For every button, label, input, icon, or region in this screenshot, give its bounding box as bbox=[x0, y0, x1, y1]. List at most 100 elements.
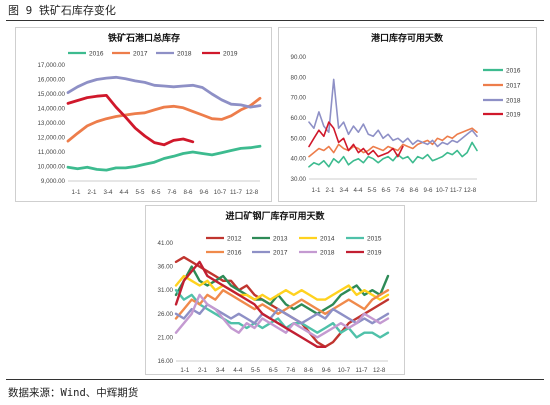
legend-label-2019: 2019 bbox=[367, 250, 382, 257]
x-tick-label: 1-1 bbox=[312, 187, 322, 194]
x-tick-label: 10-7 bbox=[338, 367, 351, 374]
x-tick-label: 8-6 bbox=[410, 187, 420, 194]
legend-label-2019: 2019 bbox=[506, 112, 521, 119]
y-tick-label: 21.00 bbox=[158, 334, 174, 341]
x-tick-label: 4-4 bbox=[233, 367, 243, 374]
legend-label-2018: 2018 bbox=[177, 51, 192, 58]
series-line-2014 bbox=[174, 274, 390, 301]
x-tick-label: 5-5 bbox=[251, 367, 261, 374]
x-tick-label: 9-6 bbox=[200, 189, 210, 196]
series-line-2017 bbox=[174, 303, 390, 325]
x-tick-label: 2-1 bbox=[326, 187, 336, 194]
top-rule bbox=[6, 20, 544, 21]
x-tick-label: 3-4 bbox=[216, 367, 226, 374]
y-tick-label: 60.00 bbox=[291, 115, 307, 122]
chart-title: 港口库存可用天数 bbox=[371, 32, 444, 43]
x-tick-label: 12-8 bbox=[373, 367, 386, 374]
series-line-2016 bbox=[66, 144, 262, 172]
y-tick-label: 11,000.00 bbox=[38, 149, 66, 156]
series-line-2019 bbox=[66, 94, 195, 147]
x-tick-label: 6-5 bbox=[269, 367, 279, 374]
legend-label-2015: 2015 bbox=[367, 236, 382, 243]
y-tick-label: 17,000.00 bbox=[37, 62, 65, 69]
legend-label-2017: 2017 bbox=[273, 250, 288, 257]
y-tick-label: 40.00 bbox=[291, 156, 307, 163]
y-tick-label: 80.00 bbox=[291, 74, 307, 81]
x-tick-label: 7-6 bbox=[396, 187, 406, 194]
x-tick-label: 8-6 bbox=[304, 367, 314, 374]
chart-panel-mill-days: 进口矿钢厂库存可用天数 16.00 21.00 26.00 31.00 36.00 41.0… bbox=[145, 205, 405, 375]
series-line-2018 bbox=[308, 78, 478, 148]
x-tick-label: 5-5 bbox=[136, 189, 146, 196]
legend-label-2017: 2017 bbox=[133, 51, 148, 58]
bottom-rule bbox=[6, 379, 544, 380]
y-tick-label: 70.00 bbox=[291, 95, 307, 102]
legend-label-2013: 2013 bbox=[273, 236, 288, 243]
legend-label-2016: 2016 bbox=[89, 51, 104, 58]
y-tick-label: 15,000.00 bbox=[37, 91, 65, 98]
x-tick-label: 6-5 bbox=[152, 189, 162, 196]
chart-panel-port-days: 港口库存可用天数 30.00 40.00 50.00 60.00 70.00 80.00 90… bbox=[278, 27, 537, 202]
series-line-2015 bbox=[174, 289, 390, 339]
chart-title: 铁矿石港口总库存 bbox=[108, 32, 180, 43]
y-tick-label: 16,000.00 bbox=[37, 77, 65, 84]
y-tick-label: 26.00 bbox=[158, 311, 174, 318]
legend-label-2018: 2018 bbox=[506, 98, 521, 105]
port-days-chart: 港口库存可用天数 30.00 40.00 50.00 60.00 70.00 80.00 90… bbox=[291, 32, 521, 194]
x-tick-label: 3-4 bbox=[340, 187, 350, 194]
x-tick-label: 9-6 bbox=[322, 367, 332, 374]
y-tick-label: 16.00 bbox=[158, 358, 174, 365]
x-tick-label: 10-7 bbox=[214, 189, 227, 196]
x-tick-label: 10-7 bbox=[436, 187, 449, 194]
y-tick-label: 30.00 bbox=[291, 176, 307, 183]
x-tick-label: 12-8 bbox=[464, 187, 477, 194]
legend-label-2012: 2012 bbox=[227, 236, 242, 243]
y-tick-label: 13,000.00 bbox=[37, 120, 65, 127]
legend-label-2017: 2017 bbox=[506, 83, 521, 90]
series-line-2019 bbox=[308, 121, 404, 158]
legend-label-2016: 2016 bbox=[227, 250, 242, 257]
x-tick-label: 6-5 bbox=[382, 187, 392, 194]
figure-title: 图 9 铁矿石库存变化 bbox=[8, 4, 116, 17]
x-tick-label: 4-4 bbox=[354, 187, 364, 194]
legend-label-2014: 2014 bbox=[320, 236, 335, 243]
series-line-2016 bbox=[308, 141, 478, 168]
x-tick-label: 12-8 bbox=[246, 189, 259, 196]
y-tick-label: 10,000.00 bbox=[37, 164, 65, 171]
chart-title: 进口矿钢厂库存可用天数 bbox=[225, 210, 325, 221]
y-tick-label: 12,000.00 bbox=[37, 135, 65, 142]
x-tick-label: 4-4 bbox=[120, 189, 130, 196]
x-tick-label: 7-6 bbox=[168, 189, 178, 196]
y-tick-label: 9,000.00 bbox=[41, 178, 66, 185]
mill-days-chart: 进口矿钢厂库存可用天数 16.00 21.00 26.00 31.00 36.00 41.0… bbox=[158, 210, 390, 374]
y-tick-label: 90.00 bbox=[291, 54, 307, 61]
y-tick-label: 41.00 bbox=[158, 240, 174, 247]
series-line-2017 bbox=[66, 96, 262, 143]
series-line-2017 bbox=[308, 127, 478, 158]
x-tick-label: 5-5 bbox=[368, 187, 378, 194]
x-tick-label: 7-6 bbox=[286, 367, 296, 374]
legend-label-2019: 2019 bbox=[223, 51, 238, 58]
y-tick-label: 14,000.00 bbox=[37, 106, 65, 113]
total-inventory-chart: 铁矿石港口总库存 9,000.00 10,000.00 11,000.00 12,000… bbox=[37, 32, 262, 196]
x-tick-label: 2-1 bbox=[198, 367, 208, 374]
x-tick-label: 11-7 bbox=[356, 367, 368, 374]
legend-label-2018: 2018 bbox=[320, 250, 335, 257]
x-tick-label: 11-7 bbox=[450, 187, 462, 194]
series-line-2019 bbox=[174, 260, 327, 348]
data-source: 数据来源：Wind、中辉期货 bbox=[8, 387, 139, 399]
y-tick-label: 36.00 bbox=[158, 264, 174, 271]
series-line-2018 bbox=[174, 293, 390, 339]
x-tick-label: 9-6 bbox=[424, 187, 434, 194]
x-tick-label: 1-1 bbox=[72, 189, 82, 196]
y-tick-label: 31.00 bbox=[158, 287, 174, 294]
series-line-2013 bbox=[174, 265, 390, 315]
legend-label-2016: 2016 bbox=[506, 68, 521, 75]
series-line-2012 bbox=[174, 256, 390, 348]
x-tick-label: 1-1 bbox=[180, 367, 190, 374]
x-tick-label: 2-1 bbox=[88, 189, 98, 196]
series-line-2018 bbox=[66, 75, 262, 109]
x-tick-label: 8-6 bbox=[184, 189, 194, 196]
x-tick-label: 3-4 bbox=[104, 189, 114, 196]
chart-panel-total-inventory: 铁矿石港口总库存 9,000.00 10,000.00 11,000.00 12,000… bbox=[15, 27, 272, 202]
